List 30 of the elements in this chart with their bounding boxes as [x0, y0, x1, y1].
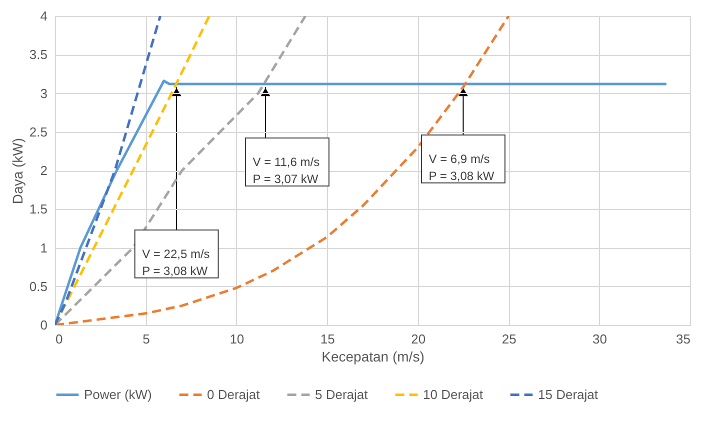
x-tick-label: 0	[56, 332, 63, 346]
x-axis-title: Kecepatan (m/s)	[322, 348, 424, 364]
y-tick-label: 2	[40, 163, 48, 178]
legend-label: 0 Derajat	[207, 386, 260, 402]
y-tick-label: 3.5	[29, 47, 48, 62]
legend-label: 10 Derajat	[423, 386, 484, 402]
y-tick-label: 0.5	[29, 278, 48, 294]
annotation: V = 11,6 m/s P = 3,07 kW	[252, 155, 320, 186]
y-tick-label: 1	[40, 240, 48, 256]
y-tick-label: 2.5	[29, 124, 48, 140]
y-tick-label: 3	[40, 86, 48, 101]
x-tick-label: 10	[230, 332, 244, 346]
x-tick-label: 30	[592, 332, 608, 346]
x-tick-label: 25	[502, 332, 516, 346]
legend-label: 15 Derajat	[538, 386, 598, 402]
y-axis-title: Daya (kW)	[9, 138, 26, 204]
x-tick-label: 5	[142, 332, 150, 346]
annotation: V = 6,9 m/s P = 3,08 kW	[428, 152, 495, 183]
y-tick-label: 1.5	[29, 202, 48, 217]
annotation: V = 22,5 m/s P = 3,08 kW	[142, 246, 210, 278]
legend-label: 5 Derajat	[315, 386, 368, 402]
line-series	[55, 16, 210, 325]
x-tick-label: 35	[676, 332, 690, 346]
x-tick-label: 15	[320, 332, 335, 346]
y-tick-label: 0	[40, 318, 48, 332]
line-series	[55, 16, 162, 325]
x-tick-label: 20	[411, 332, 426, 346]
y-tick-label: 4	[40, 8, 48, 24]
line-series	[55, 16, 510, 325]
legend-label: Power (kW)	[84, 386, 152, 402]
